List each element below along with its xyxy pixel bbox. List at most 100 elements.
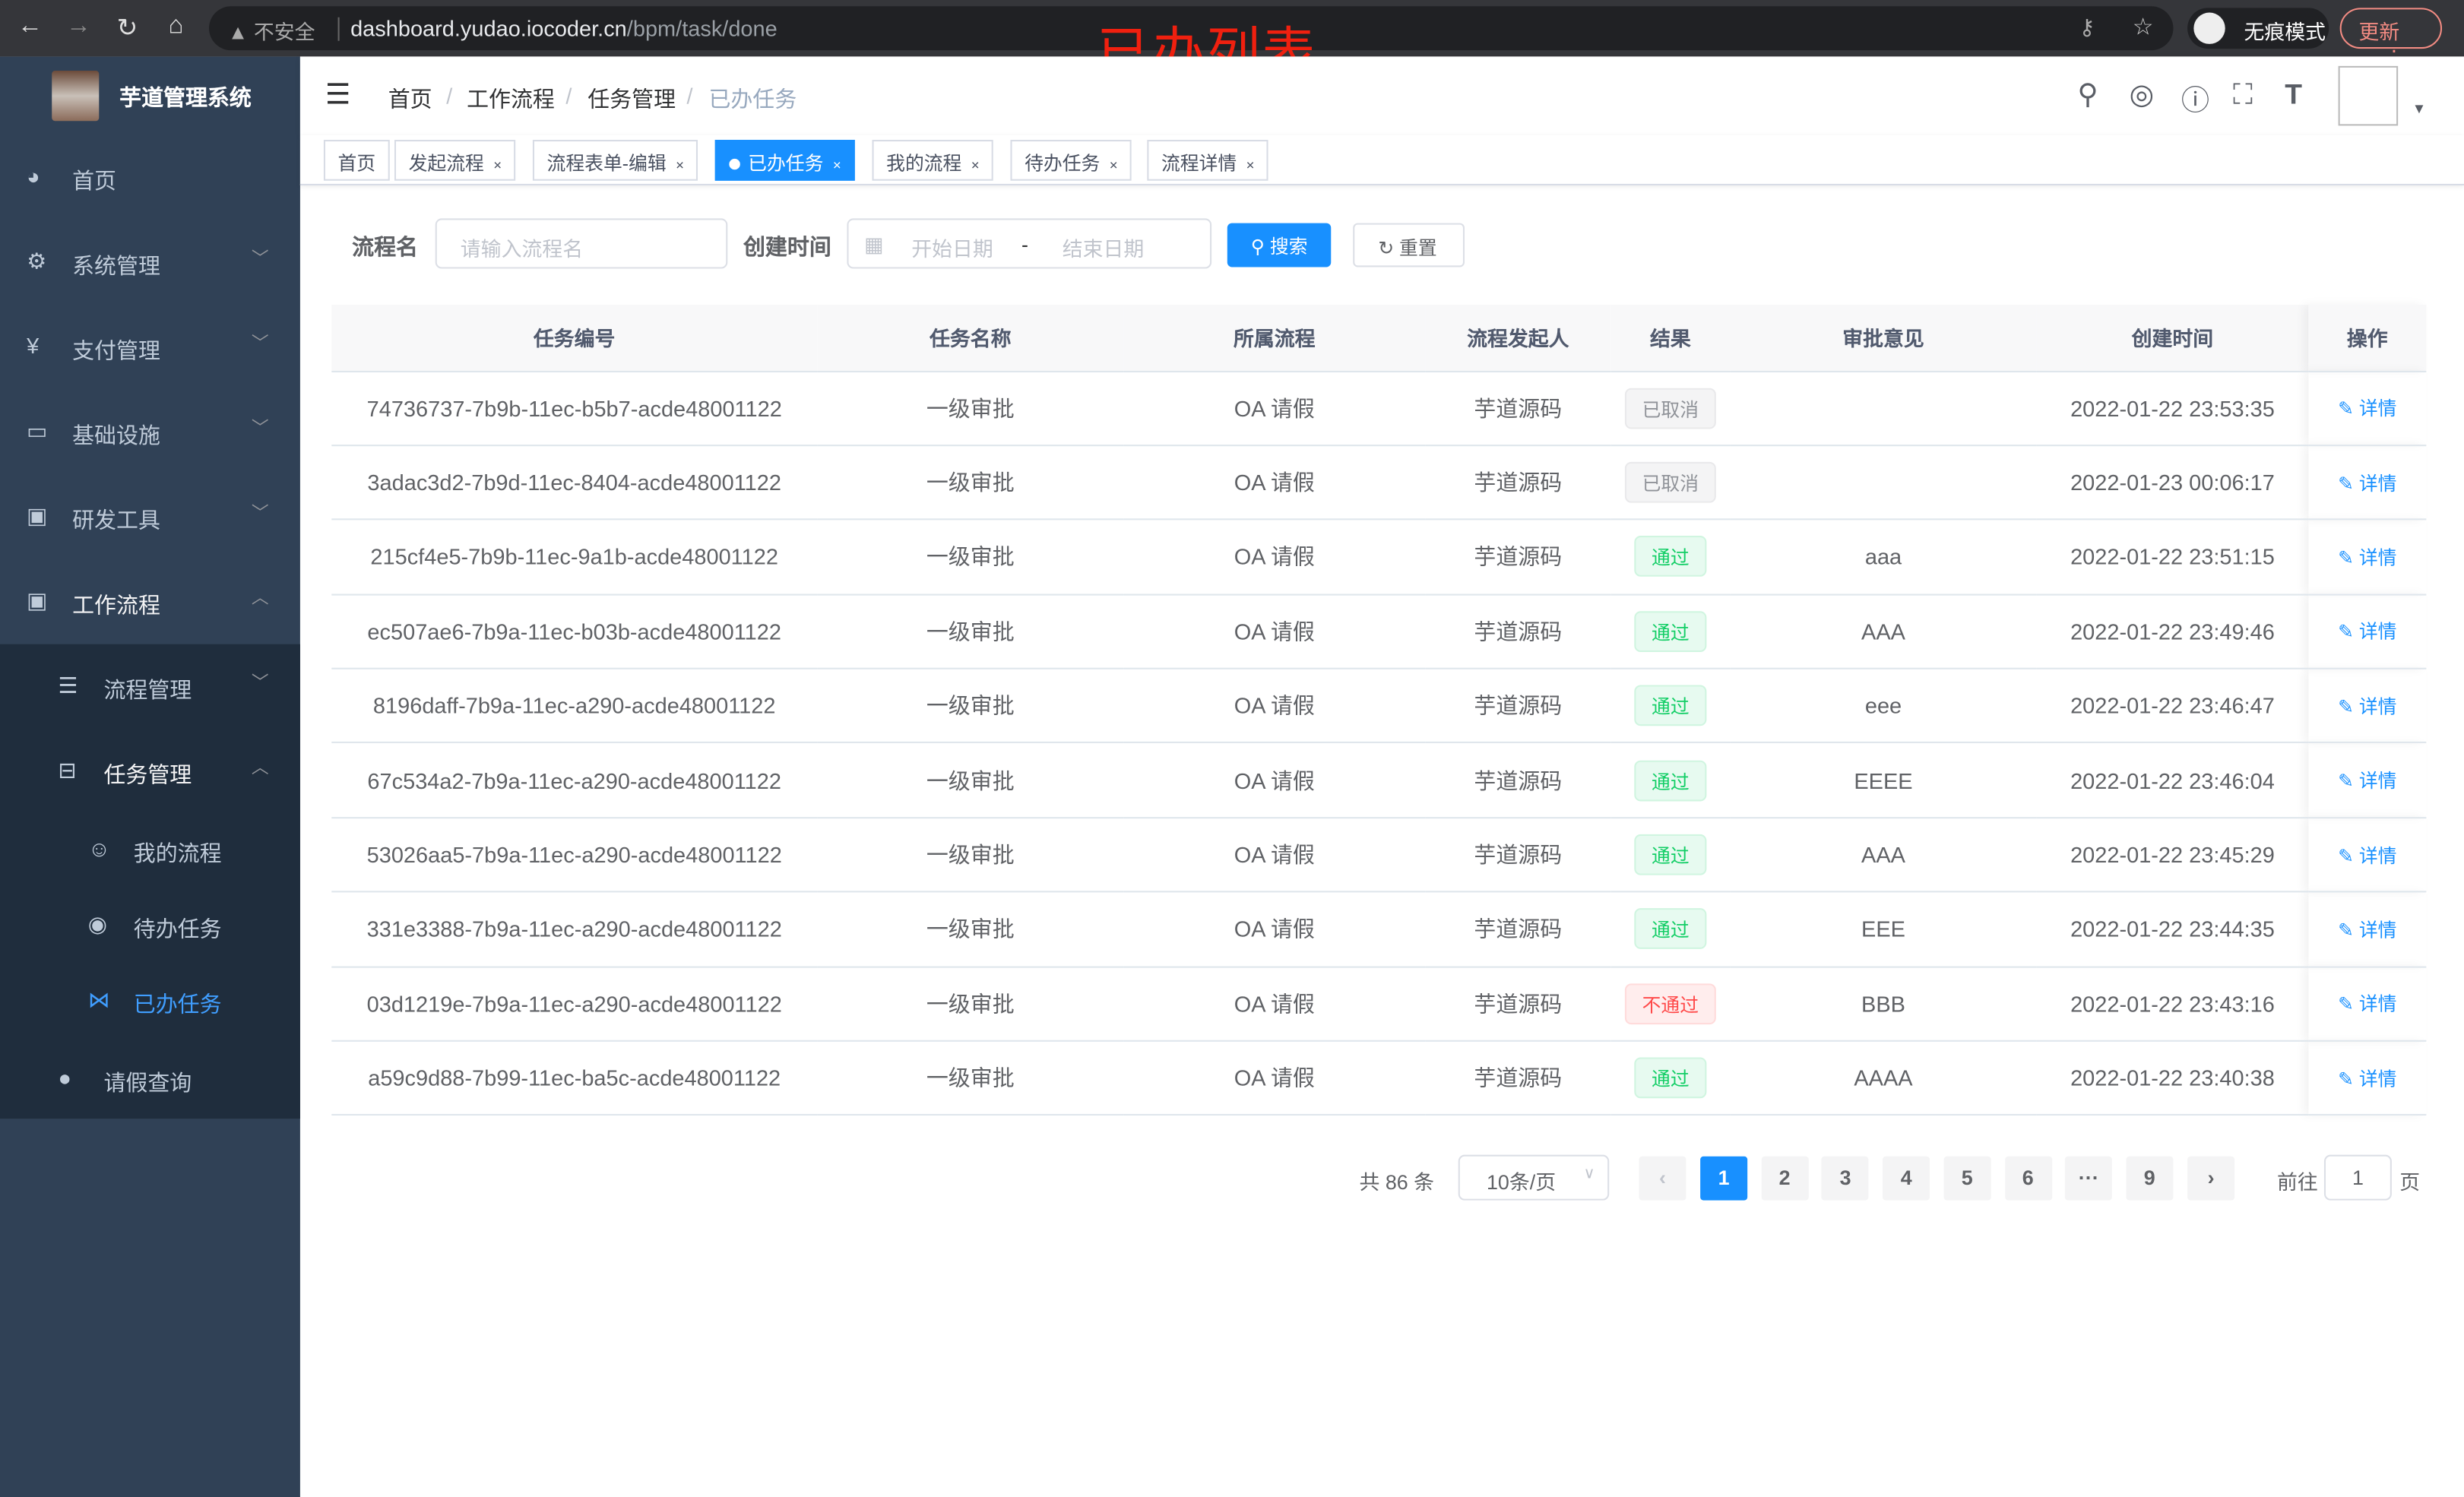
page-button[interactable]: 9 <box>2126 1156 2174 1201</box>
starter: 芋道源码 <box>1425 1040 1611 1116</box>
breadcrumb-task-mgmt[interactable]: 任务管理 <box>587 86 676 112</box>
reload-icon[interactable]: ↻ <box>116 15 138 43</box>
result-cell: 通过 <box>1610 593 1731 669</box>
update-button[interactable]: 更新⋮ <box>2339 8 2443 69</box>
col-create-time: 创建时间 <box>2036 305 2309 372</box>
key-icon[interactable]: ⚷ <box>2079 14 2095 40</box>
process-name-input[interactable]: 请输入流程名 <box>435 218 728 269</box>
prev-page-button[interactable]: ‹ <box>1639 1156 1686 1201</box>
end-date-input[interactable]: 结束日期 <box>1062 237 1145 261</box>
tag-my-process[interactable]: 我的流程 × <box>872 140 994 181</box>
task-name: 一级审批 <box>817 817 1124 893</box>
tag-start-process[interactable]: 发起流程 × <box>394 140 516 181</box>
comment: BBB <box>1730 966 2037 1042</box>
result-tag: 通过 <box>1634 685 1707 726</box>
breadcrumb-home[interactable]: 首页 <box>388 86 432 112</box>
url-path: /bpm/task/done <box>626 15 778 41</box>
sidebar-item-workflow[interactable]: ▣ 工作流程 ︿ <box>0 559 300 644</box>
page-button[interactable]: 1 <box>1700 1156 1748 1201</box>
reset-button[interactable]: ↻ 重置 <box>1353 223 1465 267</box>
page-button[interactable]: 3 <box>1822 1156 1870 1201</box>
total-count: 共 86 条 <box>1359 1170 1435 1195</box>
close-icon[interactable]: × <box>493 157 502 173</box>
page-button[interactable]: 4 <box>1883 1156 1930 1201</box>
sidebar-item-my-process[interactable]: ☺ 我的流程 <box>0 811 300 886</box>
back-icon[interactable]: ← <box>17 12 43 40</box>
create-time-label: 创建时间 <box>743 234 831 260</box>
close-icon[interactable]: × <box>1246 157 1255 173</box>
caret-down-icon[interactable]: ▼ <box>2412 100 2427 117</box>
gear-icon: ⚙ <box>27 248 47 274</box>
search-icon[interactable]: ⚲ <box>2077 78 2098 110</box>
date-range-picker[interactable]: ▦ 开始日期 - 结束日期 <box>847 218 1212 269</box>
sidebar-item-system[interactable]: ⚙ 系统管理 ﹀ <box>0 220 300 305</box>
start-date-input[interactable]: 开始日期 <box>911 237 993 261</box>
sidebar-item-pay[interactable]: ¥ 支付管理 ﹀ <box>0 305 300 390</box>
detail-button[interactable]: ✎ 详情 <box>2338 919 2396 941</box>
check-icon: ⋈ <box>87 986 110 1012</box>
menu-label: 我的流程 <box>133 840 222 866</box>
result-tag: 已取消 <box>1624 462 1716 503</box>
starter: 芋道源码 <box>1425 519 1611 595</box>
address-bar[interactable]: ▲ 不安全 dashboard.yudao.iocoder.cn/bpm/tas… <box>208 6 2174 51</box>
tag-done-task[interactable]: 已办任务 × <box>714 140 856 181</box>
actions-cell: ✎ 详情 <box>2308 742 2427 818</box>
col-process: 所属流程 <box>1123 305 1426 372</box>
page-button[interactable]: 6 <box>2004 1156 2052 1201</box>
user-icon: ● <box>58 1065 72 1090</box>
font-size-icon[interactable]: T <box>2285 78 2303 110</box>
next-page-button[interactable]: › <box>2187 1156 2235 1201</box>
sidebar-item-process-mgmt[interactable]: ☰ 流程管理 ﹀ <box>0 644 300 730</box>
col-comment: 审批意见 <box>1730 305 2037 372</box>
close-icon[interactable]: × <box>832 157 841 173</box>
tag-todo-task[interactable]: 待办任务 × <box>1010 140 1132 181</box>
hamburger-icon[interactable]: ☰ <box>325 78 351 110</box>
sidebar-item-home[interactable]: ◕ 首页 <box>0 135 300 220</box>
sidebar-item-todo[interactable]: ◉ 待办任务 <box>0 886 300 961</box>
task-id: a59c9d88-7b99-11ec-ba5c-acde48001122 <box>331 1040 818 1116</box>
detail-button[interactable]: ✎ 详情 <box>2338 1068 2396 1090</box>
detail-button[interactable]: ✎ 详情 <box>2338 993 2396 1015</box>
github-icon[interactable]: ◎ <box>2129 78 2155 110</box>
detail-button[interactable]: ✎ 详情 <box>2338 546 2396 568</box>
detail-button[interactable]: ✎ 详情 <box>2338 397 2396 419</box>
goto-page-input[interactable]: 1 <box>2323 1154 2392 1201</box>
fullscreen-icon[interactable]: ⛶ <box>2233 78 2253 110</box>
sidebar-item-infra[interactable]: ▭ 基础设施 ﹀ <box>0 390 300 475</box>
sidebar-item-done[interactable]: ⋈ 已办任务 <box>0 961 300 1037</box>
menu-label: 支付管理 <box>72 337 160 363</box>
detail-label: 详情 <box>2358 993 2397 1016</box>
detail-button[interactable]: ✎ 详情 <box>2338 472 2396 494</box>
menu-label: 工作流程 <box>72 592 160 618</box>
page-button[interactable]: 2 <box>1761 1156 1809 1201</box>
detail-button[interactable]: ✎ 详情 <box>2338 695 2396 717</box>
sidebar-item-devtools[interactable]: ▣ 研发工具 ﹀ <box>0 474 300 559</box>
tag-home[interactable]: 首页 <box>323 140 390 181</box>
detail-button[interactable]: ✎ 详情 <box>2338 621 2396 643</box>
home-icon[interactable]: ⌂ <box>168 12 184 40</box>
help-icon[interactable]: ⓘ <box>2181 84 2210 117</box>
sidebar-item-task-mgmt[interactable]: ⊟ 任务管理 ︿ <box>0 729 300 814</box>
search-button[interactable]: ⚲ 搜索 <box>1227 223 1332 267</box>
process-name-label: 流程名 <box>352 234 418 260</box>
process-name: OA 请假 <box>1123 891 1426 967</box>
incognito-badge[interactable]: 无痕模式 <box>2187 8 2329 49</box>
tag-form-edit[interactable]: 流程表单-编辑 × <box>532 140 698 181</box>
sidebar-item-leave[interactable]: ● 请假查询 <box>0 1037 300 1119</box>
star-icon[interactable]: ☆ <box>2132 14 2154 41</box>
task-id: ec507ae6-7b9a-11ec-b03b-acde48001122 <box>331 593 818 669</box>
close-icon[interactable]: × <box>971 157 980 173</box>
forward-icon[interactable]: → <box>65 12 91 40</box>
avatar[interactable] <box>2338 65 2399 126</box>
page-button[interactable]: 5 <box>1943 1156 1991 1201</box>
detail-button[interactable]: ✎ 详情 <box>2338 770 2396 792</box>
page-size-select[interactable]: 10条/页 ∨ <box>1458 1154 1610 1201</box>
breadcrumb-workflow[interactable]: 工作流程 <box>467 86 555 112</box>
close-icon[interactable]: × <box>1109 157 1118 173</box>
table-row: 8196daff-7b9a-11ec-a290-acde48001122 一级审批… <box>331 668 2427 744</box>
detail-button[interactable]: ✎ 详情 <box>2338 844 2396 866</box>
more-pages-button[interactable]: ··· <box>2065 1156 2113 1201</box>
col-task-id: 任务编号 <box>331 305 818 372</box>
close-icon[interactable]: × <box>676 157 684 173</box>
tag-process-detail[interactable]: 流程详情 × <box>1147 140 1269 181</box>
